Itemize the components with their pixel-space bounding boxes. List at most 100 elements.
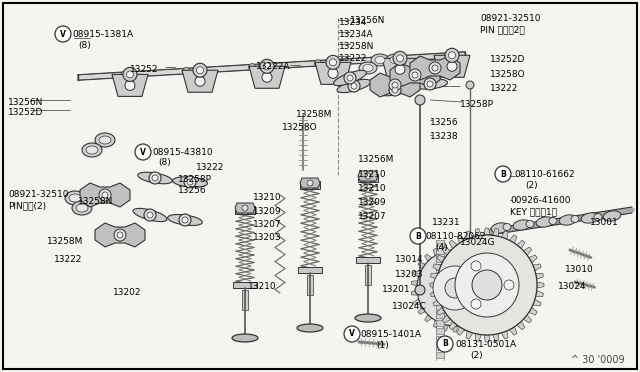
Bar xyxy=(356,257,380,263)
Text: B: B xyxy=(415,231,421,241)
Circle shape xyxy=(99,189,111,201)
Circle shape xyxy=(135,144,151,160)
Circle shape xyxy=(114,229,126,241)
Polygon shape xyxy=(484,335,490,342)
Polygon shape xyxy=(434,55,470,77)
Text: (2): (2) xyxy=(525,181,538,190)
Circle shape xyxy=(330,59,337,66)
Circle shape xyxy=(301,181,309,189)
Ellipse shape xyxy=(386,54,404,66)
Polygon shape xyxy=(533,299,541,306)
Polygon shape xyxy=(461,324,467,331)
Polygon shape xyxy=(516,321,525,330)
Circle shape xyxy=(344,326,360,342)
Circle shape xyxy=(449,52,456,59)
Circle shape xyxy=(182,217,188,223)
Text: PIN ピン（2）: PIN ピン（2） xyxy=(480,25,525,34)
Polygon shape xyxy=(509,235,517,243)
Circle shape xyxy=(144,209,156,221)
Polygon shape xyxy=(410,56,460,80)
Circle shape xyxy=(311,181,319,189)
Ellipse shape xyxy=(138,172,172,184)
Polygon shape xyxy=(411,281,418,286)
Polygon shape xyxy=(443,245,449,252)
Polygon shape xyxy=(509,327,517,335)
Circle shape xyxy=(121,71,128,78)
Polygon shape xyxy=(437,255,445,263)
Ellipse shape xyxy=(491,223,509,233)
Polygon shape xyxy=(249,66,285,88)
Ellipse shape xyxy=(168,215,202,225)
Circle shape xyxy=(184,176,196,188)
Text: 13256N: 13256N xyxy=(350,16,385,25)
Polygon shape xyxy=(413,299,420,305)
Ellipse shape xyxy=(297,324,323,332)
Bar xyxy=(233,282,257,288)
Bar xyxy=(298,267,322,273)
Ellipse shape xyxy=(549,218,557,224)
Circle shape xyxy=(495,166,511,182)
Circle shape xyxy=(432,65,438,71)
Polygon shape xyxy=(390,63,440,87)
Circle shape xyxy=(127,71,134,78)
Circle shape xyxy=(147,212,153,218)
Circle shape xyxy=(262,72,272,82)
Circle shape xyxy=(102,192,108,198)
Circle shape xyxy=(344,72,356,84)
Text: 13258P: 13258P xyxy=(460,100,494,109)
Polygon shape xyxy=(358,171,378,181)
Circle shape xyxy=(397,55,403,62)
Text: 08915-43810: 08915-43810 xyxy=(152,148,212,157)
Ellipse shape xyxy=(76,204,88,212)
Ellipse shape xyxy=(594,214,602,221)
Polygon shape xyxy=(493,334,499,341)
Ellipse shape xyxy=(95,133,115,147)
Polygon shape xyxy=(315,62,351,84)
Circle shape xyxy=(347,75,353,81)
Circle shape xyxy=(149,172,161,184)
Text: 13203: 13203 xyxy=(253,233,282,242)
Polygon shape xyxy=(492,290,499,295)
Text: 13256: 13256 xyxy=(430,118,459,127)
Polygon shape xyxy=(536,273,543,279)
Circle shape xyxy=(123,67,137,81)
Text: 13258M: 13258M xyxy=(47,237,83,246)
Text: 13234A: 13234A xyxy=(339,30,374,39)
Circle shape xyxy=(471,261,481,271)
Circle shape xyxy=(376,56,383,63)
Circle shape xyxy=(193,63,207,77)
Ellipse shape xyxy=(503,224,511,231)
Bar xyxy=(436,240,444,246)
Text: 13222: 13222 xyxy=(196,163,225,172)
Polygon shape xyxy=(493,229,499,236)
Polygon shape xyxy=(470,320,477,328)
Circle shape xyxy=(359,174,367,182)
Polygon shape xyxy=(430,282,437,288)
Text: 13222: 13222 xyxy=(490,84,518,93)
Polygon shape xyxy=(484,228,490,235)
Polygon shape xyxy=(80,183,130,207)
Text: 08131-0501A: 08131-0501A xyxy=(455,340,516,349)
Circle shape xyxy=(117,232,123,238)
Text: 13256N: 13256N xyxy=(8,98,44,107)
Circle shape xyxy=(389,84,401,96)
Ellipse shape xyxy=(133,208,167,222)
Polygon shape xyxy=(490,271,497,277)
Bar xyxy=(436,256,444,262)
Text: 13024: 13024 xyxy=(558,282,586,291)
Circle shape xyxy=(326,55,340,69)
Text: 13024C: 13024C xyxy=(392,302,427,311)
Polygon shape xyxy=(370,73,420,97)
Circle shape xyxy=(369,174,377,182)
Ellipse shape xyxy=(375,57,385,64)
Circle shape xyxy=(427,81,433,87)
Text: 13258P: 13258P xyxy=(178,175,212,184)
Polygon shape xyxy=(478,315,485,322)
Bar xyxy=(436,320,444,326)
Circle shape xyxy=(260,59,274,73)
Text: 13001: 13001 xyxy=(590,218,619,227)
Text: 13207: 13207 xyxy=(253,220,282,229)
Polygon shape xyxy=(484,262,492,269)
Text: 13014: 13014 xyxy=(395,255,424,264)
Text: 13258M: 13258M xyxy=(296,110,332,119)
